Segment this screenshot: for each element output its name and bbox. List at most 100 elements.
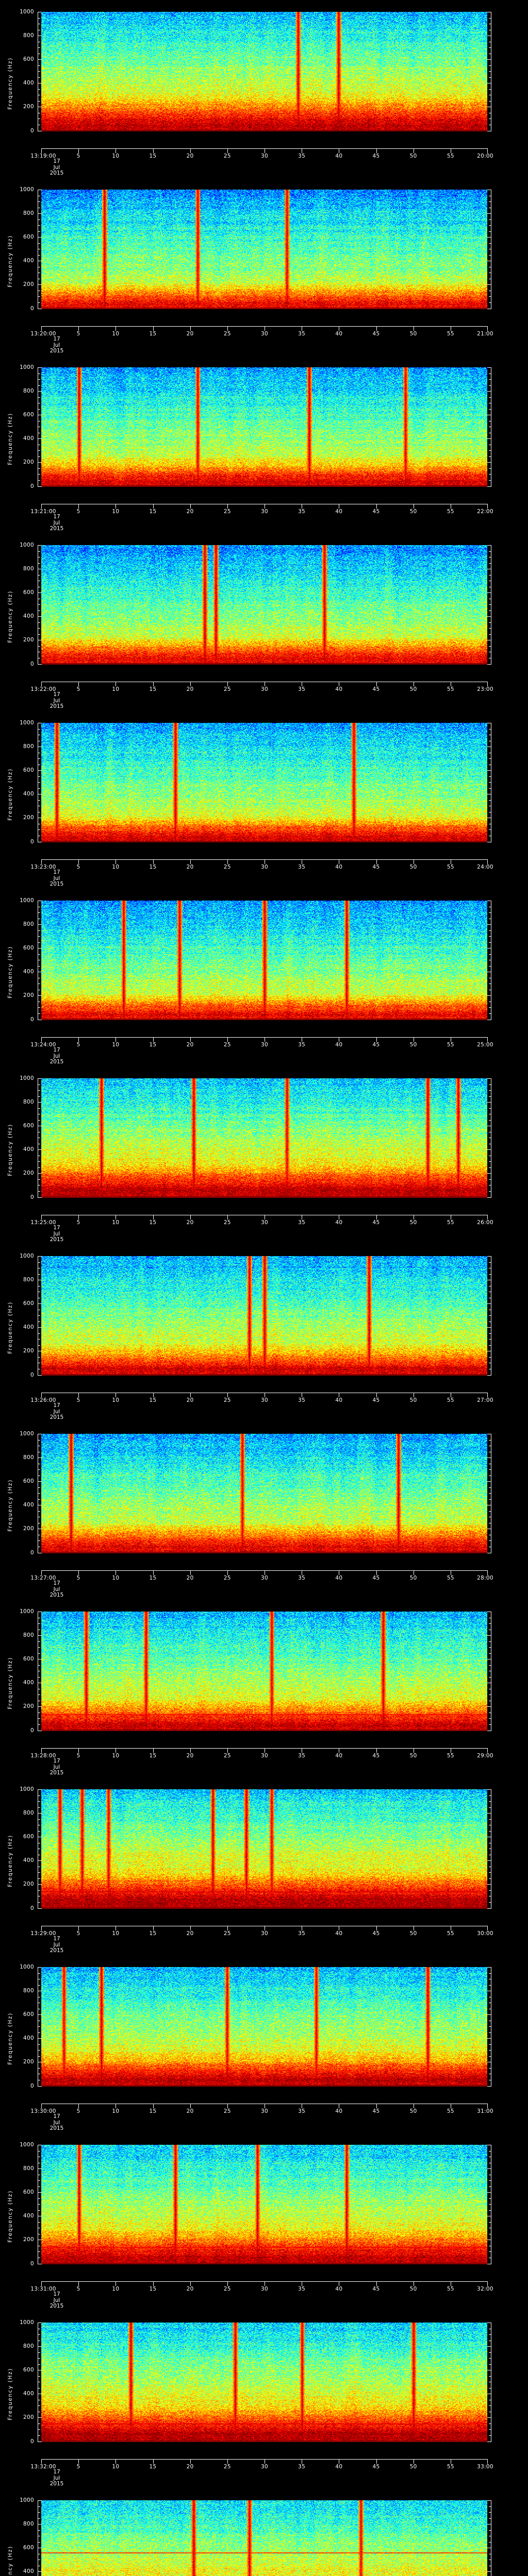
y-tick-minor xyxy=(38,1665,40,1666)
y-tick-minor xyxy=(38,628,40,629)
x-tick xyxy=(376,504,377,509)
y-axis-right xyxy=(487,367,491,487)
date-line: 2015 xyxy=(50,1414,64,1420)
x-tick-label: 15 xyxy=(149,1930,157,1937)
date-line: Jul xyxy=(53,1053,60,1059)
x-axis-cap-left xyxy=(41,860,42,864)
x-tick-label: 50 xyxy=(409,1397,417,1403)
x-axis-date-label: 17 Jul 2015 xyxy=(32,869,81,888)
y-tick-minor xyxy=(38,1819,40,1820)
x-axis-end-label: 22:00 xyxy=(477,509,493,515)
x-tick-label: 5 xyxy=(76,153,80,159)
y-tick-minor xyxy=(489,1339,491,1340)
y-tick-major xyxy=(487,1197,491,1198)
x-axis-end-label: 23:00 xyxy=(477,686,493,692)
y-tick-label: 600 xyxy=(23,2545,34,2551)
y-tick-minor xyxy=(489,468,491,469)
date-line: 17 xyxy=(53,1580,60,1586)
x-tick xyxy=(227,1749,228,1753)
x-tick-label: 50 xyxy=(409,2286,417,2292)
y-axis-right xyxy=(487,1256,491,1376)
y-tick-minor xyxy=(489,1357,491,1358)
y-tick-minor xyxy=(489,1321,491,1322)
x-tick xyxy=(376,1215,377,1219)
x-tick-label: 50 xyxy=(409,331,417,337)
x-tick xyxy=(376,860,377,864)
y-tick-label: 800 xyxy=(23,1632,34,1639)
spectrogram-plot-area xyxy=(41,1789,487,1909)
y-tick-major xyxy=(487,545,491,546)
x-tick-label: 20 xyxy=(186,1042,194,1048)
y-tick-label: 600 xyxy=(23,945,34,952)
x-tick xyxy=(376,682,377,686)
y-tick-minor xyxy=(489,1540,491,1541)
y-axis xyxy=(38,190,42,309)
date-line: 17 xyxy=(53,691,60,698)
y-tick-minor xyxy=(489,201,491,202)
date-line: 2015 xyxy=(50,1592,64,1598)
y-tick-major xyxy=(38,59,42,60)
y-tick-major xyxy=(487,616,491,617)
x-tick-label: 5 xyxy=(76,1397,80,1403)
y-tick-major xyxy=(38,1078,42,1079)
x-tick xyxy=(190,860,191,864)
x-tick xyxy=(190,2460,191,2464)
x-tick-label: 40 xyxy=(335,686,343,692)
x-tick-label: 20 xyxy=(186,1219,194,1226)
spectrogram-plot-area xyxy=(41,367,487,487)
y-tick-minor xyxy=(489,2026,491,2027)
y-tick-major xyxy=(38,2038,42,2039)
y-axis-right xyxy=(487,2145,491,2264)
x-tick-label: 20 xyxy=(186,331,194,337)
x-tick-label: 25 xyxy=(223,509,231,515)
y-tick-minor xyxy=(38,225,40,226)
x-tick-label: 5 xyxy=(76,1930,80,1937)
y-tick-minor xyxy=(38,1641,40,1642)
y-tick-major xyxy=(38,1303,42,1304)
y-tick-minor xyxy=(38,1647,40,1648)
y-tick-minor xyxy=(489,622,491,623)
y-tick-minor xyxy=(38,468,40,469)
y-tick-major xyxy=(487,2086,491,2087)
y-tick-minor xyxy=(489,89,491,90)
x-tick-label: 50 xyxy=(409,686,417,692)
x-axis-cap-left xyxy=(41,1038,42,1042)
y-axis-right xyxy=(487,1434,491,1553)
date-line: 17 xyxy=(53,1936,60,1942)
x-axis-start-label: 13:25:00 xyxy=(30,1219,56,1226)
y-tick-minor xyxy=(489,1469,491,1470)
y-tick-major xyxy=(487,2571,491,2572)
y-tick-minor xyxy=(489,604,491,605)
spectrogram-plot-area xyxy=(41,190,487,309)
y-axis-right xyxy=(487,2500,491,2576)
y-axis-title: Frequency (Hz) xyxy=(7,1479,13,1532)
x-axis-cap-right xyxy=(487,1749,488,1753)
y-tick-minor xyxy=(38,18,40,19)
x-tick-label: 55 xyxy=(447,1219,454,1226)
y-tick-label: 600 xyxy=(23,234,34,241)
x-tick-label: 5 xyxy=(76,2464,80,2470)
y-tick-minor xyxy=(38,1724,40,1725)
y-tick-minor xyxy=(489,782,491,783)
y-tick-label: 0 xyxy=(30,305,34,312)
y-tick-minor xyxy=(38,450,40,451)
x-tick-label: 25 xyxy=(223,1930,231,1937)
x-tick xyxy=(376,1571,377,1575)
x-tick-label: 10 xyxy=(112,2464,120,2470)
x-tick xyxy=(78,504,79,509)
y-tick-minor xyxy=(489,296,491,297)
y-tick-minor xyxy=(38,2204,40,2205)
x-axis-start-label: 13:32:00 xyxy=(30,2464,56,2470)
x-axis-start-label: 13:22:00 xyxy=(30,686,56,692)
y-tick-label: 400 xyxy=(23,1680,34,1686)
y-tick-minor xyxy=(38,1985,40,1986)
x-axis xyxy=(41,682,488,687)
y-tick-minor xyxy=(489,450,491,451)
x-tick-label: 35 xyxy=(298,331,306,337)
date-line: 2015 xyxy=(50,1059,64,1065)
x-tick xyxy=(78,682,79,686)
y-tick-minor xyxy=(489,1007,491,1008)
x-tick-label: 5 xyxy=(76,1219,80,1226)
